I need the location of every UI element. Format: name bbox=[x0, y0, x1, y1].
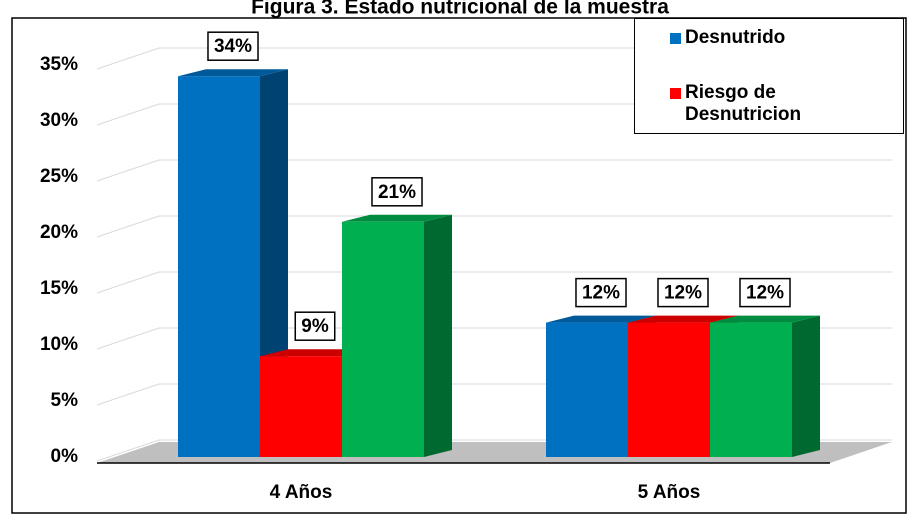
chart-border bbox=[11, 17, 907, 514]
data-label-box bbox=[294, 311, 336, 341]
legend-label: Desnutrido bbox=[685, 27, 786, 48]
grid-line bbox=[96, 215, 892, 238]
y-tick-label: 25% bbox=[40, 166, 78, 187]
data-label-box bbox=[739, 277, 791, 308]
legend-swatch bbox=[670, 33, 681, 44]
legend-item: Desnutrido bbox=[670, 27, 855, 49]
bar bbox=[178, 69, 288, 457]
bar-side bbox=[424, 214, 452, 457]
bar bbox=[342, 214, 452, 457]
y-tick-label: 15% bbox=[40, 278, 78, 299]
data-label-box bbox=[657, 277, 709, 308]
bar-front bbox=[342, 221, 424, 457]
legend-label: Riesgo de Desnutricion bbox=[685, 82, 802, 125]
y-tick-label: 20% bbox=[40, 222, 78, 243]
data-label-box bbox=[207, 31, 259, 61]
data-label: 9% bbox=[301, 316, 329, 337]
bar-front bbox=[178, 76, 260, 457]
y-tick-label: 30% bbox=[40, 110, 78, 131]
data-label-box bbox=[371, 177, 423, 207]
bar-top bbox=[546, 315, 656, 323]
legend: Desnutrido Riesgo de Desnutricion bbox=[634, 18, 904, 134]
grid-line bbox=[96, 271, 892, 294]
data-label-box bbox=[575, 277, 627, 308]
chart-title: Figura 3. Estado nutricional de la muest… bbox=[251, 0, 669, 19]
bar-front bbox=[628, 322, 710, 457]
grid-line bbox=[96, 159, 892, 182]
data-label: 12% bbox=[664, 283, 702, 304]
y-tick-label: 5% bbox=[51, 390, 79, 411]
y-tick-label: 0% bbox=[51, 446, 79, 467]
data-label: 21% bbox=[378, 182, 416, 203]
bar bbox=[710, 315, 820, 457]
data-label: 12% bbox=[746, 283, 784, 304]
bar-front bbox=[710, 322, 792, 457]
bar-top bbox=[628, 315, 738, 323]
data-label: 34% bbox=[214, 36, 252, 57]
bar-front bbox=[546, 322, 628, 457]
bar-top bbox=[342, 214, 452, 222]
data-label: 12% bbox=[582, 283, 620, 304]
x-tick-label: 4 Años bbox=[270, 482, 333, 503]
x-tick-label: 5 Años bbox=[638, 482, 701, 503]
bar-front bbox=[260, 356, 342, 457]
bar-top bbox=[178, 69, 288, 77]
y-tick-label: 35% bbox=[40, 54, 78, 75]
legend-swatch bbox=[670, 88, 681, 99]
bar-side bbox=[792, 315, 820, 457]
bar-top bbox=[710, 315, 820, 323]
y-tick-label: 10% bbox=[40, 334, 78, 355]
legend-item: Riesgo de Desnutricion bbox=[670, 82, 855, 126]
